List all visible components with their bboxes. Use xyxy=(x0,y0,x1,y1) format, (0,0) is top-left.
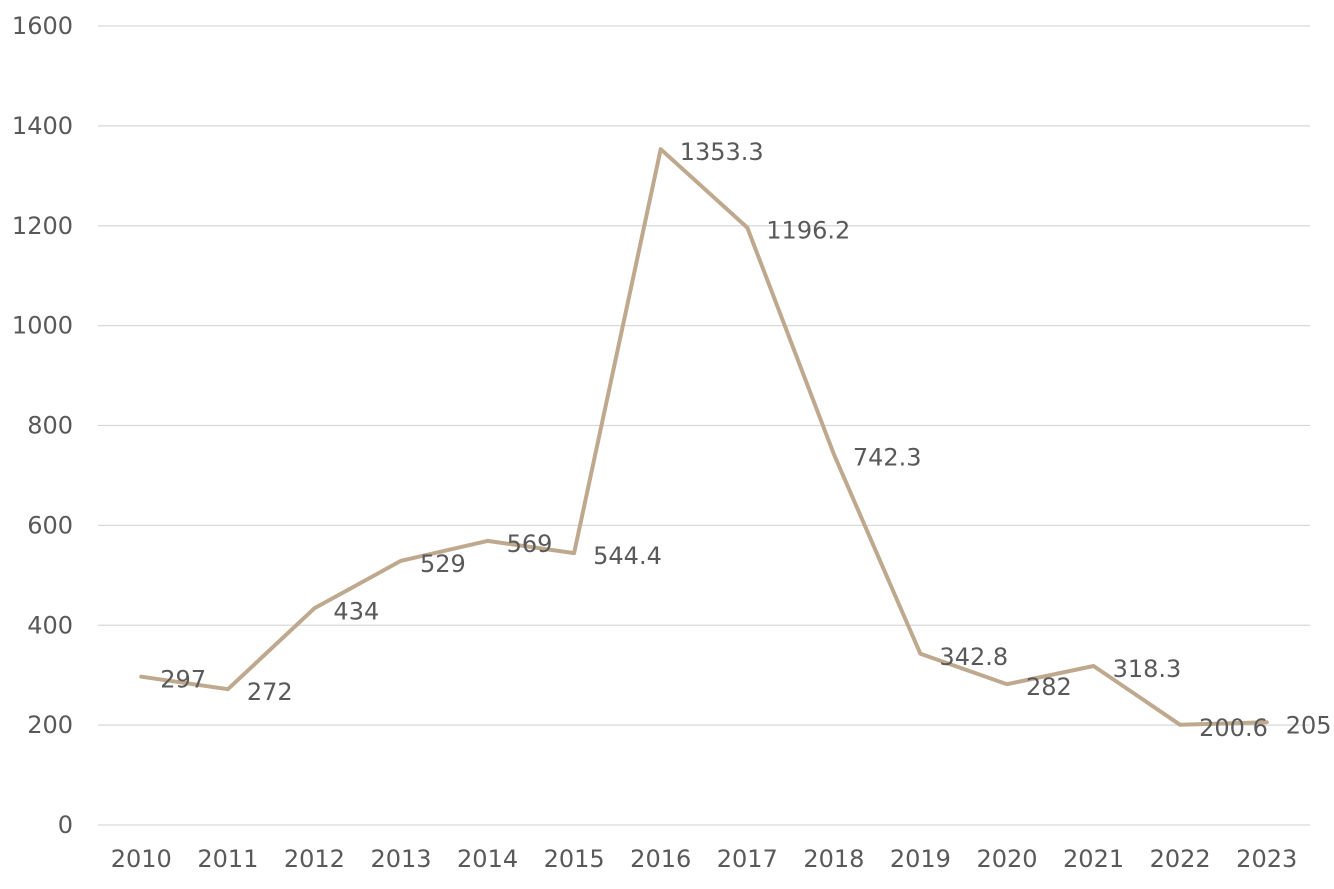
data-label: 529 xyxy=(420,550,466,578)
data-label: 742.3 xyxy=(853,443,922,471)
x-axis-tick-labels: 2010 2011 2012 2013 2014 2015 2016 2017 2018 2019… xyxy=(111,845,1298,873)
y-tick-label: 600 xyxy=(27,511,73,539)
x-tick-label: 2019 xyxy=(890,845,951,873)
x-tick-label: 2014 xyxy=(457,845,518,873)
data-label: 569 xyxy=(507,530,553,558)
data-label: 544.4 xyxy=(593,542,662,570)
x-tick-label: 2010 xyxy=(111,845,172,873)
y-tick-label: 1400 xyxy=(12,112,73,140)
x-tick-label: 2015 xyxy=(544,845,605,873)
data-label: 282 xyxy=(1026,673,1072,701)
x-tick-label: 2023 xyxy=(1236,845,1297,873)
x-tick-label: 2011 xyxy=(197,845,258,873)
data-label: 318.3 xyxy=(1113,655,1182,683)
x-tick-label: 2012 xyxy=(284,845,345,873)
x-tick-label: 2013 xyxy=(370,845,431,873)
data-label: 272 xyxy=(247,678,293,706)
data-label: 1353.3 xyxy=(680,138,764,166)
y-tick-label: 1200 xyxy=(12,212,73,240)
x-tick-label: 2020 xyxy=(976,845,1037,873)
y-tick-label: 0 xyxy=(58,811,73,839)
y-axis-tick-labels: 0 200 400 600 800 1000 1200 1400 1600 xyxy=(12,12,73,839)
data-label: 1196.2 xyxy=(766,217,850,245)
gridlines xyxy=(98,25,1310,826)
series-group xyxy=(139,147,1269,727)
y-tick-label: 400 xyxy=(27,611,73,639)
x-tick-label: 2022 xyxy=(1150,845,1211,873)
y-tick-label: 200 xyxy=(27,711,73,739)
data-label: 342.8 xyxy=(939,643,1008,671)
data-label: 200.6 xyxy=(1199,714,1268,742)
series-line xyxy=(139,147,1269,727)
x-tick-label: 2018 xyxy=(803,845,864,873)
y-tick-label: 800 xyxy=(27,412,73,440)
x-tick-label: 2021 xyxy=(1063,845,1124,873)
data-labels: 297 272 434 529 569 544.4 1353.3 1196.2 742.3 342… xyxy=(160,138,1334,742)
data-label: 205.7 xyxy=(1286,711,1334,739)
y-tick-label: 1600 xyxy=(12,12,73,40)
y-tick-label: 1000 xyxy=(12,312,73,340)
x-tick-label: 2017 xyxy=(717,845,778,873)
data-label: 297 xyxy=(160,666,206,694)
data-label: 434 xyxy=(333,597,379,625)
x-tick-label: 2016 xyxy=(630,845,691,873)
